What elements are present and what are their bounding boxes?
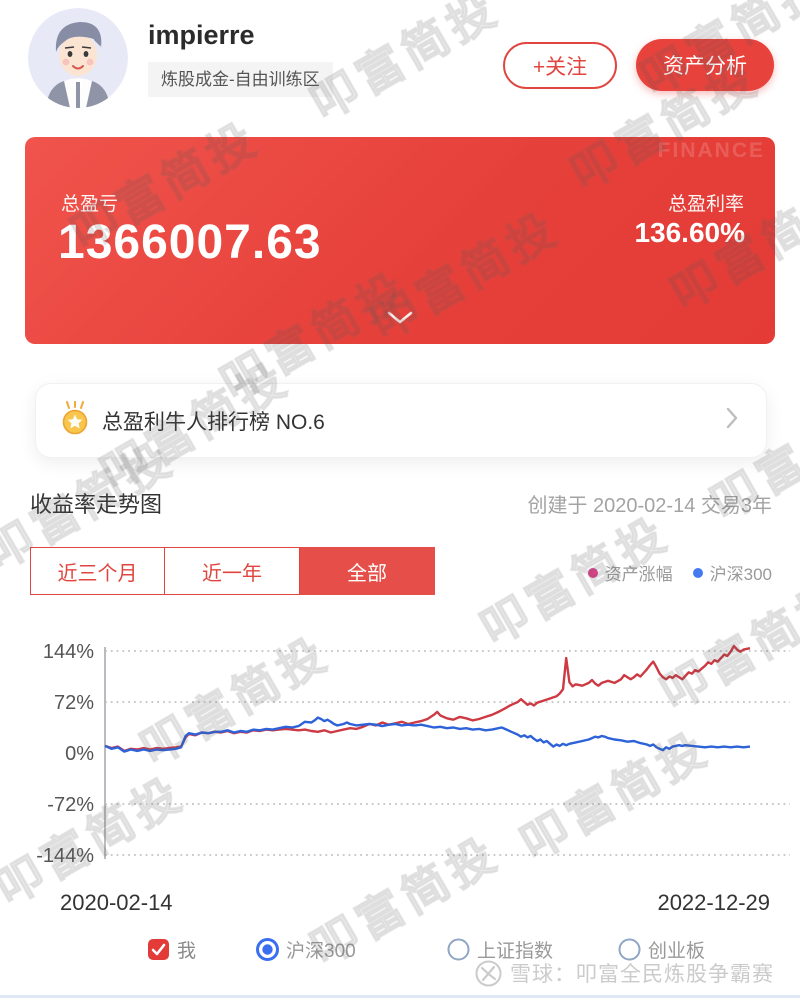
summary-card: FINANCE 总盈亏 1366007.63 总盈利率 136.60% <box>25 137 775 344</box>
radio-icon <box>447 938 470 961</box>
series-line-hs300 <box>104 716 751 753</box>
series-line-me <box>104 644 751 753</box>
chart-section-title: 收益率走势图 <box>30 492 163 517</box>
avatar[interactable] <box>28 8 128 108</box>
group-label: 炼股成金-自由训练区 <box>148 62 333 97</box>
legend-dot-icon <box>587 567 598 578</box>
username: impierre <box>148 20 255 50</box>
x-axis-start-date: 2020-02-14 <box>60 890 173 915</box>
section-divider <box>0 995 800 998</box>
returns-chart: 144% 72% 0% -72% -144% <box>0 630 800 900</box>
legend-label: 沪深300 <box>709 565 772 584</box>
tab-1year[interactable]: 近一年 <box>165 547 300 595</box>
legend-label: 资产涨幅 <box>604 565 673 584</box>
y-tick-label: 144% <box>43 641 94 663</box>
series-toggle-me[interactable]: 我 <box>147 936 196 963</box>
profit-rate-value: 136.60% <box>634 217 745 248</box>
y-tick-label: -72% <box>47 794 94 816</box>
radio-icon <box>618 938 641 961</box>
ranking-banner[interactable]: 总盈利牛人排行榜 NO.6 <box>35 383 767 458</box>
tab-3months[interactable]: 近三个月 <box>30 547 165 595</box>
chart-legend: 资产涨幅 沪深300 <box>587 560 772 585</box>
asset-analysis-button[interactable]: 资产分析 <box>636 39 774 91</box>
series-toggle-label: 上证指数 <box>477 941 554 962</box>
y-tick-label: -144% <box>36 845 94 867</box>
chart-legend-item: 资产涨幅 <box>587 560 673 585</box>
series-toggle-label: 沪深300 <box>286 941 356 962</box>
footer-watermark-text: 雪球：叩富全民炼股争霸赛 <box>510 963 774 986</box>
checkbox-icon <box>148 939 169 960</box>
profit-rate-label: 总盈利率 <box>667 194 744 215</box>
avatar-illustration <box>28 8 128 108</box>
medal-icon <box>60 400 90 440</box>
total-pl-label: 总盈亏 <box>61 194 119 215</box>
radio-icon <box>256 938 279 961</box>
expand-chevron-down-icon[interactable] <box>386 311 414 330</box>
y-tick-label: 0% <box>65 743 94 765</box>
period-tabs: 近三个月 近一年 全部 <box>30 547 435 595</box>
series-toggle-label: 我 <box>177 941 197 962</box>
y-tick-label: 72% <box>54 692 94 714</box>
follow-button[interactable]: +关注 <box>503 42 617 89</box>
total-pl-value: 1366007.63 <box>58 216 322 269</box>
series-toggle-hs300[interactable]: 沪深300 <box>256 936 356 963</box>
series-toggle-label: 创业板 <box>648 941 706 962</box>
legend-dot-icon <box>692 567 703 578</box>
chart-legend-item: 沪深300 <box>692 560 772 585</box>
series-toggle-cyb[interactable]: 创业板 <box>618 936 705 963</box>
xueqiu-logo-icon <box>475 960 502 986</box>
finance-watermark: FINANCE <box>657 139 765 162</box>
ranking-text: 总盈利牛人排行榜 NO.6 <box>102 410 325 434</box>
xueqiu-watermark: 雪球：叩富全民炼股争霸赛 <box>475 958 774 988</box>
account-meta: 创建于 2020-02-14 交易3年 <box>527 495 772 517</box>
chevron-right-icon <box>726 407 738 434</box>
tab-all[interactable]: 全部 <box>300 547 435 595</box>
series-toggle-szzs[interactable]: 上证指数 <box>447 936 553 963</box>
x-axis-end-date: 2022-12-29 <box>657 890 770 915</box>
